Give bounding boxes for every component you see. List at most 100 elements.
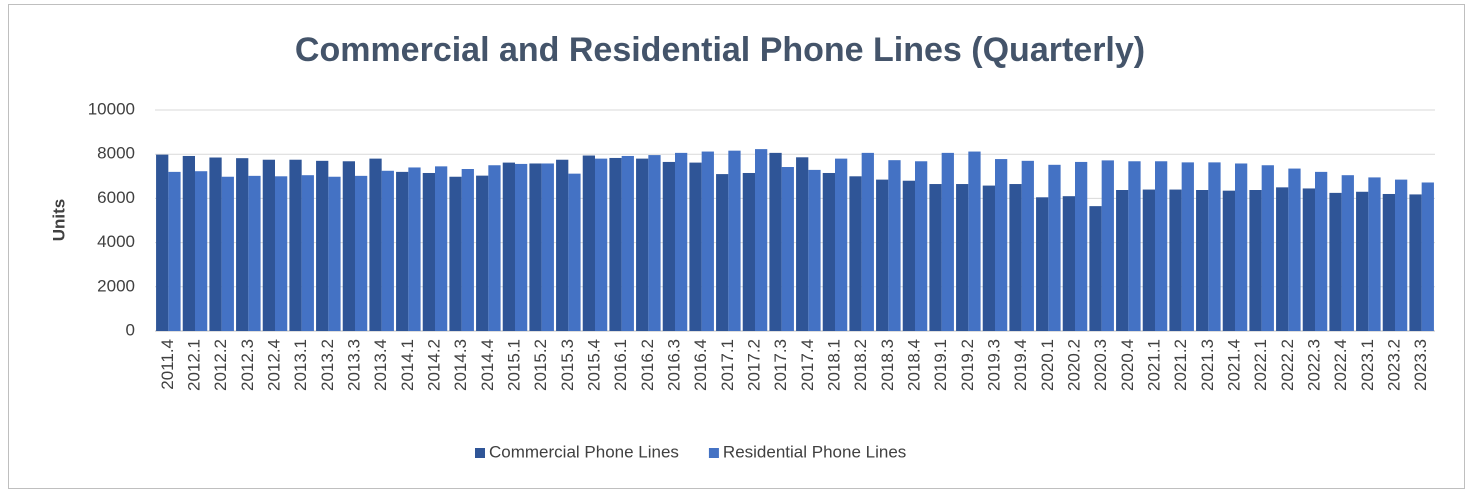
bar <box>888 160 901 331</box>
bar <box>796 157 809 331</box>
bar <box>289 159 302 331</box>
x-tick-label: 2014.1 <box>398 339 417 391</box>
x-tick-label: 2016.1 <box>611 339 630 391</box>
bar <box>209 157 222 331</box>
bar <box>1155 161 1168 331</box>
x-tick-label: 2013.3 <box>344 339 363 391</box>
bar <box>915 161 928 331</box>
x-tick-label: 2017.4 <box>798 339 817 391</box>
bar <box>275 176 288 331</box>
bar <box>515 163 528 331</box>
bar <box>689 162 702 331</box>
bar <box>502 162 515 331</box>
bar <box>1315 171 1328 331</box>
x-tick-label: 2013.2 <box>318 339 337 391</box>
bar <box>941 152 954 331</box>
bar <box>1368 177 1381 331</box>
bar <box>1356 191 1369 331</box>
bar <box>781 167 794 331</box>
bar <box>156 154 169 331</box>
bar <box>541 163 554 331</box>
bar <box>1048 164 1061 331</box>
x-tick-label: 2015.4 <box>584 339 603 391</box>
x-tick-label: 2017.3 <box>771 339 790 391</box>
x-tick-label: 2019.4 <box>1011 339 1030 391</box>
bar <box>1288 168 1301 331</box>
bar <box>648 155 661 331</box>
bar <box>1276 187 1289 331</box>
bar <box>488 165 501 331</box>
bar <box>422 172 435 331</box>
x-tick-label: 2018.3 <box>878 339 897 391</box>
x-tick-label: 2015.3 <box>558 339 577 391</box>
bar <box>755 149 768 331</box>
x-tick-label: 2016.4 <box>691 339 710 391</box>
bar <box>662 161 675 331</box>
y-axis-label: Units <box>49 199 68 242</box>
bar <box>1421 182 1434 331</box>
x-tick-label: 2011.4 <box>158 339 177 390</box>
bar <box>849 176 862 331</box>
bar <box>355 175 368 331</box>
x-tick-label: 2023.3 <box>1411 339 1430 391</box>
bar <box>262 159 275 331</box>
bar <box>1089 206 1102 331</box>
x-tick-label: 2017.1 <box>718 339 737 391</box>
bar <box>621 155 634 331</box>
x-tick-label: 2020.4 <box>1118 339 1137 391</box>
x-tick-label: 2014.2 <box>424 339 443 391</box>
bar <box>408 167 421 331</box>
bar <box>1128 161 1141 331</box>
x-tick-label: 2016.3 <box>664 339 683 391</box>
bar <box>236 158 249 331</box>
bar <box>168 171 181 331</box>
bar <box>182 155 195 331</box>
bar <box>769 152 782 331</box>
bar <box>342 161 355 331</box>
x-tick-label: 2014.4 <box>478 339 497 391</box>
bar <box>1222 190 1235 331</box>
x-tick-label: 2018.1 <box>824 339 843 391</box>
chart-title: Commercial and Residential Phone Lines (… <box>295 31 1145 69</box>
x-tick-label: 2021.4 <box>1224 339 1243 391</box>
bar <box>248 175 261 331</box>
y-tick-label: 10000 <box>88 99 135 118</box>
bar <box>995 159 1008 331</box>
bar <box>435 166 448 331</box>
x-tick-label: 2014.3 <box>451 339 470 391</box>
bar <box>476 175 489 331</box>
legend-label: Residential Phone Lines <box>723 442 906 461</box>
x-tick-label: 2016.2 <box>638 339 657 391</box>
bar <box>982 185 995 331</box>
bar <box>1116 190 1129 331</box>
bar <box>675 152 688 331</box>
y-tick-label: 6000 <box>97 188 135 207</box>
x-tick-label: 2021.1 <box>1144 339 1163 391</box>
bar <box>195 171 208 331</box>
bar <box>1009 184 1022 331</box>
bar <box>1101 160 1114 331</box>
bar <box>1329 192 1342 331</box>
bar <box>1382 193 1395 331</box>
bar <box>902 180 915 331</box>
bar <box>582 155 595 331</box>
bar <box>1341 175 1354 331</box>
bar <box>1249 190 1262 331</box>
bar <box>221 176 234 331</box>
x-tick-label: 2022.2 <box>1278 339 1297 391</box>
x-tick-label: 2020.3 <box>1091 339 1110 391</box>
bar <box>1409 194 1422 331</box>
x-tick-label: 2023.1 <box>1358 339 1377 391</box>
bar <box>716 174 729 331</box>
bar <box>301 175 314 331</box>
bar <box>1208 162 1221 331</box>
bar <box>876 179 889 331</box>
x-tick-label: 2019.3 <box>984 339 1003 391</box>
x-tick-label: 2018.2 <box>851 339 870 391</box>
x-tick-label: 2019.1 <box>931 339 950 391</box>
bar <box>1302 188 1315 331</box>
y-tick-label: 0 <box>126 320 135 339</box>
bar <box>822 172 835 331</box>
bar <box>369 158 382 331</box>
bar <box>449 176 462 331</box>
